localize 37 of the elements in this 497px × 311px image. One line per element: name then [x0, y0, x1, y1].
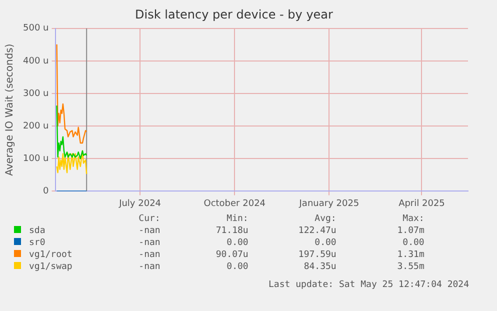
text: 122.47u: [297, 225, 338, 237]
text: -nan: [138, 249, 162, 261]
text: 1.07m: [396, 225, 426, 237]
text: 0.00: [402, 237, 426, 249]
text: 90.07u: [214, 249, 250, 261]
y-tick-label: 100 u: [22, 154, 49, 164]
text: 0.00: [314, 237, 338, 249]
chart-title: Disk latency per device - by year: [135, 7, 334, 22]
legend-label: vg1/swap: [28, 261, 74, 273]
text: Cur:: [138, 213, 162, 225]
y-tick-label: 300 u: [22, 88, 49, 99]
text: -nan: [138, 237, 162, 249]
text: Min:: [226, 213, 250, 225]
text: -nan: [138, 261, 162, 273]
legend-label: vg1/root: [28, 249, 74, 261]
text: 1.31m: [396, 249, 426, 261]
text: 84.35u: [302, 261, 338, 273]
x-tick-label: July 2024: [118, 198, 162, 209]
text: Max:: [402, 213, 426, 225]
text: Avg:: [314, 213, 338, 225]
x-tick-label: January 2025: [298, 198, 360, 209]
text: 3.55m: [396, 261, 426, 273]
x-tick-label: October 2024: [204, 198, 266, 209]
y-tick-label: 400 u: [22, 56, 49, 66]
y-tick-label: 500 u: [22, 24, 49, 34]
y-tick-label: 200 u: [22, 121, 49, 132]
legend-label: sda: [28, 225, 46, 237]
y-axis-title: Average IO Wait (seconds): [4, 44, 16, 176]
y-tick-label: 0: [43, 186, 50, 197]
text: Last update: Sat May 25 12:47:04 2024: [268, 280, 469, 290]
text: -nan: [138, 225, 162, 237]
text: 71.18u: [214, 225, 250, 237]
text: 0.00: [226, 261, 250, 273]
x-tick-label: April 2025: [398, 198, 445, 209]
legend-label: sr0: [28, 237, 46, 249]
text: 197.59u: [297, 249, 338, 261]
text: 0.00: [226, 237, 250, 249]
